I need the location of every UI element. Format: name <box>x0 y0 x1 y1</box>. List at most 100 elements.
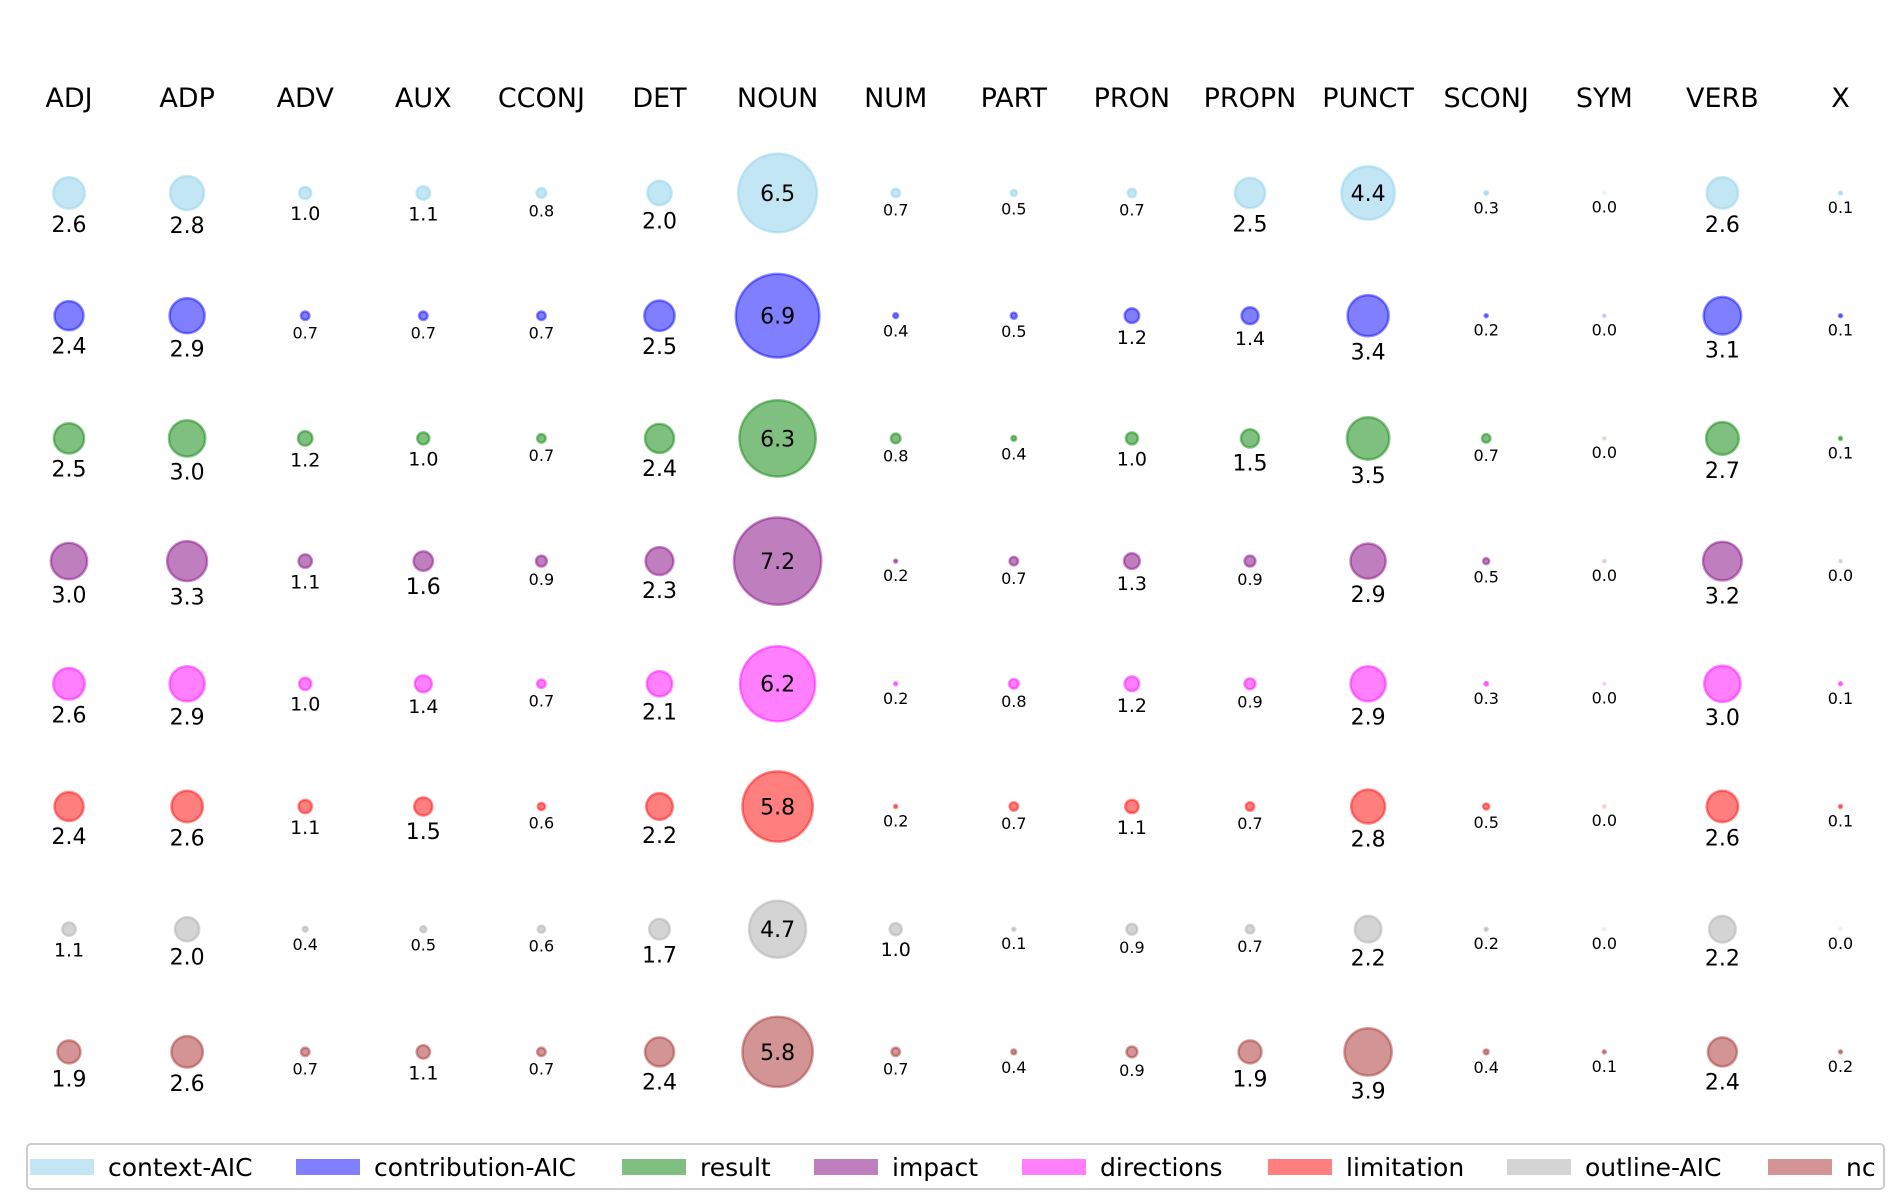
bubble-result-x <box>1837 435 1844 442</box>
bubble-context-aic-num <box>890 187 902 199</box>
bubble-limitation-propn <box>1244 801 1256 812</box>
value-label-impact-sconj: 0.5 <box>1473 568 1498 587</box>
value-label-limitation-punct: 2.8 <box>1351 828 1386 853</box>
value-label-nc-adv: 0.7 <box>292 1060 317 1079</box>
legend-label-impact: impact <box>892 1153 978 1182</box>
bubble-result-verb <box>1704 420 1741 457</box>
bubble-directions-sym <box>1601 681 1607 687</box>
value-label-outline-aic-det: 1.7 <box>642 944 677 969</box>
value-label-result-num: 0.8 <box>883 447 908 466</box>
series-row-context-aic: 2.6 2.8 1.0 1.1 0.8 2.0 6.5 0.7 0.5 0.7 2.5 4.4 0.3 0… <box>51 152 1853 239</box>
legend-swatch-context-aic <box>30 1159 94 1175</box>
value-label-directions-punct: 2.9 <box>1351 706 1386 731</box>
bubble-contribution-aic-num <box>892 312 900 320</box>
value-label-result-adp: 3.0 <box>170 461 205 486</box>
bubble-nc-aux <box>415 1043 432 1060</box>
value-label-nc-propn: 1.9 <box>1233 1068 1268 1093</box>
bubble-outline-aic-noun <box>747 899 808 959</box>
value-label-contribution-aic-propn: 1.4 <box>1235 328 1265 350</box>
bubble-result-aux <box>415 431 431 446</box>
bubble-context-aic-part <box>1009 188 1019 198</box>
bubble-result-num <box>889 432 902 445</box>
bubble-impact-part <box>1008 555 1020 567</box>
bubble-result-det <box>643 422 676 455</box>
bubble-result-sym <box>1601 435 1607 441</box>
bubble-outline-aic-verb <box>1707 914 1737 944</box>
value-label-limitation-verb: 2.6 <box>1705 826 1740 851</box>
value-label-nc-num: 0.7 <box>883 1060 908 1079</box>
value-label-context-aic-aux: 1.1 <box>408 203 438 225</box>
bubble-directions-cconj <box>535 678 547 690</box>
legend-swatch-contribution-aic <box>296 1159 360 1175</box>
value-label-contribution-aic-num: 0.4 <box>883 322 908 341</box>
value-label-impact-det: 2.3 <box>642 579 677 604</box>
bubble-limitation-part <box>1008 801 1020 812</box>
bubble-contribution-aic-adj <box>53 299 85 332</box>
value-label-directions-x: 0.1 <box>1828 689 1853 708</box>
value-label-nc-part: 0.4 <box>1001 1058 1026 1077</box>
legend-label-context-aic: context-AIC <box>108 1153 253 1182</box>
column-label-noun: NOUN <box>737 83 818 114</box>
bubble-result-part <box>1010 434 1018 443</box>
value-label-directions-sconj: 0.3 <box>1473 689 1498 708</box>
bubble-contribution-aic-pron <box>1123 307 1141 325</box>
bubble-result-noun <box>738 398 818 478</box>
bubble-limitation-aux <box>412 796 434 817</box>
bubble-nc-sconj <box>1482 1048 1490 1056</box>
value-label-impact-part: 0.7 <box>1001 569 1026 588</box>
bubble-limitation-sconj <box>1481 802 1491 811</box>
bubble-context-aic-punct <box>1340 165 1397 221</box>
value-label-result-noun: 6.3 <box>760 427 795 452</box>
value-label-result-adj: 2.5 <box>52 458 87 483</box>
value-label-limitation-sym: 0.0 <box>1592 811 1617 830</box>
bubble-directions-adp <box>168 664 206 703</box>
column-label-verb: VERB <box>1686 83 1759 114</box>
bubble-context-aic-propn <box>1233 176 1267 210</box>
value-label-outline-aic-aux: 0.5 <box>411 936 436 955</box>
value-label-outline-aic-adv: 0.4 <box>292 935 317 954</box>
bubble-impact-num <box>892 558 899 564</box>
value-label-contribution-aic-sym: 0.0 <box>1592 320 1617 339</box>
legend-label-result: result <box>700 1153 771 1182</box>
bubble-context-aic-det <box>646 179 673 207</box>
bubble-limitation-adp <box>170 789 205 824</box>
bubble-limitation-punct <box>1349 788 1387 825</box>
legend-item-directions: directions <box>1022 1153 1223 1182</box>
legend-label-directions: directions <box>1100 1153 1223 1182</box>
value-label-impact-punct: 2.9 <box>1351 583 1386 608</box>
value-label-limitation-sconj: 0.5 <box>1473 813 1498 832</box>
legend-item-impact: impact <box>814 1153 978 1182</box>
legend-label-nc: nc <box>1846 1153 1876 1182</box>
value-label-outline-aic-propn: 0.7 <box>1237 937 1262 956</box>
column-label-adj: ADJ <box>45 83 92 114</box>
bubble-directions-verb <box>1702 664 1742 704</box>
legend-item-nc: nc <box>1768 1153 1876 1182</box>
value-label-limitation-part: 0.7 <box>1001 814 1026 833</box>
legend-label-contribution-aic: contribution-AIC <box>374 1153 576 1182</box>
value-label-contribution-aic-noun: 6.9 <box>760 305 795 330</box>
bubble-outline-aic-x <box>1838 926 1843 932</box>
bubble-context-aic-cconj <box>535 186 548 200</box>
bubble-directions-pron <box>1123 675 1141 693</box>
value-label-context-aic-adj: 2.6 <box>52 213 87 238</box>
bubble-context-aic-adj <box>51 175 87 211</box>
value-label-result-pron: 1.0 <box>1117 448 1147 470</box>
value-label-impact-adv: 1.1 <box>290 572 320 594</box>
bubble-nc-x <box>1837 1049 1844 1055</box>
value-label-result-aux: 1.0 <box>408 448 438 470</box>
value-label-context-aic-part: 0.5 <box>1001 200 1026 219</box>
bubble-impact-sconj <box>1481 556 1491 566</box>
bubble-directions-sconj <box>1483 680 1490 687</box>
value-label-result-adv: 1.2 <box>290 449 320 471</box>
bubble-nc-pron <box>1125 1045 1139 1059</box>
bubble-contribution-aic-cconj <box>535 310 547 322</box>
value-label-outline-aic-sym: 0.0 <box>1592 934 1617 953</box>
value-label-directions-verb: 3.0 <box>1705 706 1740 731</box>
value-label-impact-adp: 3.3 <box>170 585 205 610</box>
series-row-result: 2.5 3.0 1.2 1.0 0.7 2.4 6.3 0.8 0.4 1.0 1.5 3.5 0.7 0… <box>52 398 1853 489</box>
value-label-outline-aic-adp: 2.0 <box>170 945 205 970</box>
bubble-contribution-aic-part <box>1009 311 1019 320</box>
value-label-limitation-adv: 1.1 <box>290 817 320 839</box>
value-label-context-aic-propn: 2.5 <box>1233 212 1268 237</box>
bubble-impact-x <box>1838 558 1843 564</box>
